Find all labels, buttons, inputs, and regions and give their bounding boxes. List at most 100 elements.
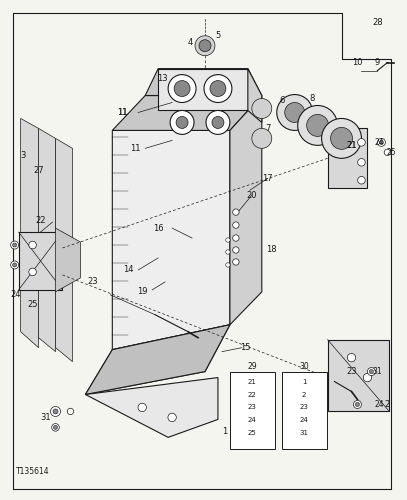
Polygon shape [19, 232, 63, 290]
Circle shape [233, 259, 239, 265]
Circle shape [368, 368, 375, 376]
Circle shape [330, 128, 352, 150]
Text: 16: 16 [153, 224, 164, 232]
Text: 28: 28 [372, 18, 383, 28]
Circle shape [226, 250, 230, 254]
Circle shape [11, 261, 19, 269]
Polygon shape [21, 118, 39, 348]
Circle shape [306, 114, 328, 136]
Text: 25: 25 [27, 300, 38, 310]
FancyBboxPatch shape [282, 372, 326, 450]
Circle shape [355, 402, 359, 406]
Text: 11: 11 [117, 108, 127, 117]
Polygon shape [248, 68, 262, 122]
Circle shape [212, 116, 224, 128]
Text: 21: 21 [248, 378, 257, 384]
Circle shape [206, 110, 230, 134]
Text: 11: 11 [130, 144, 140, 153]
Circle shape [168, 74, 196, 102]
Circle shape [285, 102, 305, 122]
Polygon shape [55, 138, 72, 362]
Circle shape [195, 36, 215, 56]
Circle shape [11, 241, 19, 249]
Text: 10: 10 [352, 58, 363, 67]
Circle shape [252, 128, 272, 148]
Circle shape [168, 413, 176, 422]
Text: 5: 5 [215, 31, 221, 40]
Text: 22: 22 [35, 216, 46, 224]
Circle shape [354, 400, 361, 408]
Circle shape [377, 138, 385, 146]
Text: 11: 11 [117, 108, 127, 117]
Text: 2: 2 [385, 400, 390, 409]
Circle shape [379, 140, 383, 144]
Text: 15: 15 [240, 343, 250, 352]
Circle shape [233, 209, 239, 216]
Polygon shape [85, 324, 230, 394]
Circle shape [67, 408, 74, 414]
Polygon shape [230, 96, 262, 324]
Text: 21: 21 [346, 141, 357, 150]
Circle shape [53, 426, 57, 430]
Text: 24: 24 [11, 290, 21, 300]
Circle shape [384, 149, 391, 156]
Polygon shape [112, 96, 262, 130]
Text: 23: 23 [300, 404, 309, 410]
Text: 4: 4 [187, 38, 193, 47]
Text: 24: 24 [300, 418, 309, 424]
Text: 31: 31 [372, 367, 382, 376]
Text: 7: 7 [265, 124, 271, 133]
Text: 13: 13 [157, 74, 167, 83]
FancyBboxPatch shape [230, 372, 275, 450]
Text: 20: 20 [247, 190, 257, 200]
Circle shape [370, 370, 373, 374]
Circle shape [176, 116, 188, 128]
Polygon shape [85, 378, 218, 438]
Text: 31: 31 [300, 430, 309, 436]
Circle shape [358, 138, 365, 146]
Text: 3: 3 [20, 151, 25, 160]
Circle shape [210, 80, 226, 96]
Text: 24: 24 [374, 400, 384, 409]
Circle shape [233, 235, 239, 241]
Text: 23: 23 [248, 404, 257, 410]
Text: 17: 17 [263, 174, 273, 182]
Circle shape [298, 106, 337, 146]
Circle shape [29, 241, 36, 249]
Text: 24: 24 [248, 418, 257, 424]
Circle shape [358, 176, 365, 184]
Circle shape [50, 406, 61, 416]
Text: 25: 25 [248, 430, 257, 436]
Circle shape [13, 263, 17, 267]
Text: 21: 21 [346, 141, 357, 150]
Circle shape [252, 98, 272, 118]
Circle shape [52, 424, 59, 431]
Circle shape [53, 409, 58, 414]
Text: T135614: T135614 [15, 466, 49, 475]
Text: 23: 23 [346, 367, 357, 376]
Polygon shape [39, 128, 55, 352]
Circle shape [226, 238, 230, 242]
Polygon shape [55, 228, 81, 292]
Text: 27: 27 [33, 166, 44, 175]
Text: 19: 19 [137, 288, 147, 296]
Polygon shape [112, 130, 230, 350]
Circle shape [199, 40, 211, 52]
Text: 31: 31 [40, 413, 51, 422]
Text: 22: 22 [248, 392, 257, 398]
Circle shape [29, 268, 36, 276]
Text: 1: 1 [302, 378, 306, 384]
Text: 1: 1 [222, 427, 228, 436]
Text: 18: 18 [267, 246, 277, 254]
Circle shape [174, 80, 190, 96]
Polygon shape [328, 340, 389, 411]
Text: 14: 14 [123, 266, 133, 274]
Circle shape [226, 263, 230, 267]
Text: 6: 6 [279, 96, 284, 105]
Polygon shape [145, 68, 262, 96]
Polygon shape [328, 128, 368, 188]
Text: 2: 2 [302, 392, 306, 398]
Circle shape [277, 94, 313, 130]
Text: 24: 24 [374, 138, 384, 147]
Text: 30: 30 [299, 362, 309, 371]
